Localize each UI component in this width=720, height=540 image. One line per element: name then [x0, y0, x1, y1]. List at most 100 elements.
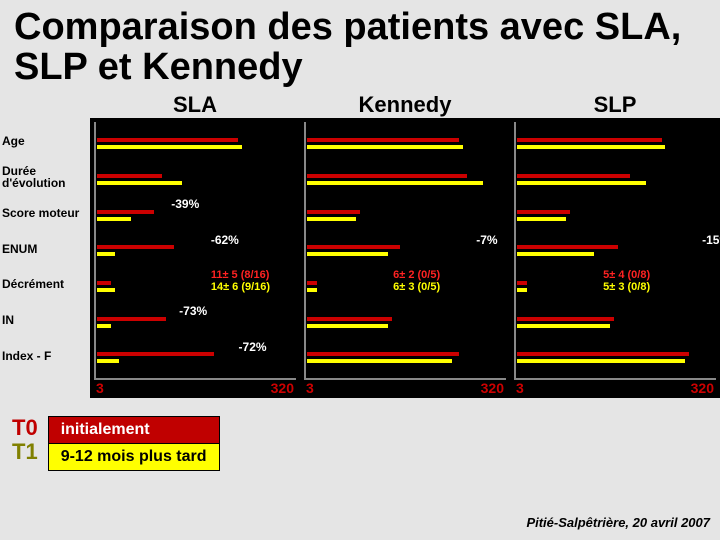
bar-t0: [306, 351, 460, 357]
bar-row: [306, 126, 504, 162]
bar-annotation: -62%: [211, 233, 239, 247]
bar-t1: [306, 251, 389, 257]
bar-annotation: -72%: [239, 340, 267, 354]
bar-row: [96, 126, 294, 162]
column-headers: SLA Kennedy SLP: [0, 92, 720, 118]
bar-annotation: -73%: [179, 304, 207, 318]
row-label: Score moteur: [2, 195, 88, 231]
bar-row: [96, 162, 294, 198]
bar-t0: [516, 316, 615, 322]
bar-row: [306, 197, 504, 233]
bar-t0: [96, 280, 112, 286]
bar-t1: [516, 216, 567, 222]
bar-t1: [96, 323, 112, 329]
bar-row: [516, 126, 714, 162]
bar-row: -73%: [96, 304, 294, 340]
bar-t1: [306, 287, 318, 293]
col-header-slp: SLP: [510, 92, 720, 118]
legend-label-t1: 9-12 mois plus tard: [49, 443, 219, 470]
legend-key-t1: T1: [12, 440, 38, 464]
row-label: Age: [2, 124, 88, 160]
bar-row: [306, 162, 504, 198]
bar-t1: [96, 358, 120, 364]
bar-t1: [306, 216, 357, 222]
bar-annotation: 6± 2 (0/5): [393, 269, 440, 281]
bar-t0: [96, 316, 167, 322]
row-label: Durée d'évolution: [2, 160, 88, 196]
slide-title: Comparaison des patients avec SLA, SLP e…: [0, 0, 720, 92]
bar-t0: [96, 244, 175, 250]
bar-t1: [306, 180, 484, 186]
bar-t0: [96, 137, 239, 143]
x-min: 3: [306, 380, 314, 396]
bar-row: [516, 340, 714, 376]
x-axis-labels: 3 320: [304, 380, 506, 396]
bar-t1: [306, 358, 453, 364]
legend-box: initialement 9-12 mois plus tard: [48, 416, 220, 471]
col-header-sla: SLA: [90, 92, 300, 118]
x-axis-labels: 3 320: [94, 380, 296, 396]
row-label: IN: [2, 302, 88, 338]
slide: Comparaison des patients avec SLA, SLP e…: [0, 0, 720, 540]
chart-area: Age Durée d'évolution Score moteur ENUM …: [0, 118, 720, 398]
bar-t1: [306, 323, 389, 329]
bar-row: 11± 5 (8/16)14± 6 (9/16): [96, 269, 294, 305]
bar-row: -39%: [96, 197, 294, 233]
legend: T0 T1 initialement 9-12 mois plus tard: [0, 398, 720, 506]
bar-t1: [306, 144, 464, 150]
bar-t0: [516, 280, 528, 286]
legend-key-t0: T0: [12, 416, 38, 440]
bar-t0: [516, 137, 663, 143]
bar-t0: [516, 209, 571, 215]
row-label: Index - F: [2, 338, 88, 374]
bar-t1: [516, 323, 611, 329]
bar-t1: [96, 180, 183, 186]
bar-row: [306, 304, 504, 340]
bar-t1: [96, 287, 116, 293]
bar-annotation: 6± 3 (0/5): [393, 281, 440, 293]
bar-t0: [96, 173, 163, 179]
x-min: 3: [516, 380, 524, 396]
bar-t0: [306, 209, 361, 215]
bar-t0: [96, 209, 155, 215]
bar-t0: [306, 173, 468, 179]
bar-t0: [306, 280, 318, 286]
bar-annotation: 14± 6 (9/16): [211, 281, 270, 293]
bar-row: [516, 197, 714, 233]
bar-row: [516, 162, 714, 198]
bar-t0: [306, 244, 401, 250]
bar-t1: [516, 180, 647, 186]
bar-row: 6± 2 (0/5)6± 3 (0/5): [306, 269, 504, 305]
bar-t0: [516, 351, 690, 357]
bar-t0: [306, 316, 393, 322]
panel-sla: -39%-62%11± 5 (8/16)14± 6 (9/16)-73%-72%…: [94, 122, 296, 396]
bar-t1: [96, 251, 116, 257]
panel-slp: -15%5± 4 (0/8)5± 3 (0/8) 3 320: [514, 122, 716, 396]
bar-row: -15%: [516, 233, 714, 269]
bar-row: [306, 340, 504, 376]
bar-row: 5± 4 (0/8)5± 3 (0/8): [516, 269, 714, 305]
bar-row: [516, 304, 714, 340]
footer-text: Pitié-Salpêtrière, 20 avril 2007: [526, 515, 710, 530]
bar-annotation: 11± 5 (8/16): [211, 269, 270, 281]
bar-annotation: -39%: [171, 197, 199, 211]
bar-row: -72%: [96, 340, 294, 376]
col-header-kennedy: Kennedy: [300, 92, 510, 118]
bar-row: -7%: [306, 233, 504, 269]
bar-annotation: -15%: [702, 233, 720, 247]
bar-annotation: -7%: [476, 233, 497, 247]
x-max: 320: [481, 380, 504, 396]
bar-row: -62%: [96, 233, 294, 269]
bar-t0: [516, 244, 619, 250]
bar-t1: [516, 358, 686, 364]
row-label: ENUM: [2, 231, 88, 267]
bar-t1: [516, 287, 528, 293]
bar-t0: [96, 351, 215, 357]
x-min: 3: [96, 380, 104, 396]
legend-label-t0: initialement: [49, 417, 219, 443]
bar-t1: [516, 144, 666, 150]
row-labels: Age Durée d'évolution Score moteur ENUM …: [0, 118, 90, 398]
bar-t1: [96, 144, 243, 150]
x-max: 320: [271, 380, 294, 396]
bar-t0: [306, 137, 460, 143]
